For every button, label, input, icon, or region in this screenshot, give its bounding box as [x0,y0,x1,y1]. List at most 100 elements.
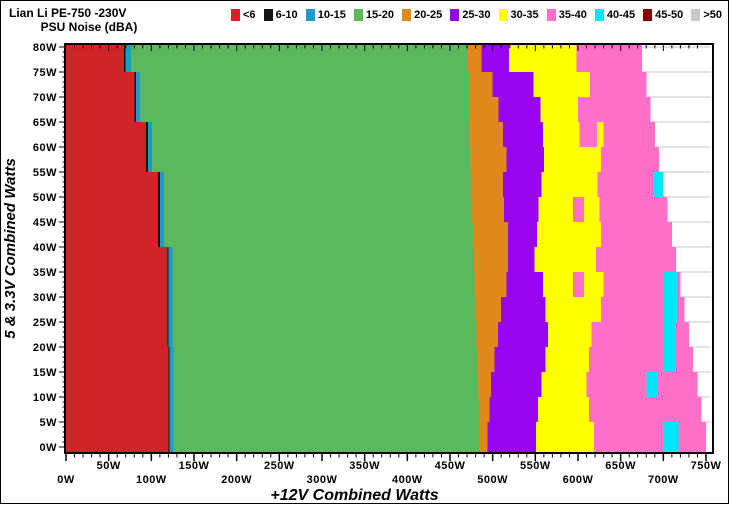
x-tick-label: 500W [477,474,508,486]
heat-row-red [66,322,168,347]
heat-patch-yellow [508,45,522,72]
y-tick-label: 5W [40,417,58,429]
heat-row-yellow [548,322,592,347]
y-tick-label: 15W [33,367,57,379]
heat-row-purple [508,247,535,272]
heat-patch-pink [572,197,584,222]
heat-row-green [173,347,478,372]
darkred-swatch-icon [643,9,653,21]
heat-row-blue [147,122,153,147]
heat-row-pink [576,45,642,72]
legend-label: >50 [703,9,722,21]
heat-row-red [66,247,168,272]
heat-row-red [66,72,135,97]
heat-row-pink [594,422,706,452]
heat-row-green [172,247,474,272]
heat-row-purple [508,222,538,247]
purple-swatch-icon [450,9,460,21]
y-tick-label: 45W [33,217,57,229]
heat-row-green [172,272,475,297]
orange-swatch-icon [402,9,412,21]
heat-row-orange [478,372,491,397]
y-tick-label: 70W [33,92,57,104]
heat-row-black [146,147,148,172]
heat-row-black [158,222,160,247]
legend-label: <6 [243,9,256,21]
heat-row-red [66,397,169,422]
y-tick-label: 55W [33,167,57,179]
legend-item: 30-35 [498,9,539,21]
heat-row-blue [169,347,174,372]
legend-item: <6 [231,9,256,21]
heat-row-blue [169,422,174,452]
heat-row-yellow [536,422,595,452]
heat-row-black [168,397,170,422]
heat-row-blue [169,372,174,397]
heat-row-orange [473,222,509,247]
legend-item: 25-30 [450,9,490,21]
y-tick-label: 65W [33,117,57,129]
heat-row-orange [475,297,502,322]
heat-row-green [173,397,480,422]
heat-patch-cyan [664,322,677,347]
heat-row-black [158,197,160,222]
heat-row-green [173,372,479,397]
heat-row-orange [468,72,493,97]
legend-item: 35-40 [546,9,587,21]
black-swatch-icon [263,9,273,21]
heat-row-orange [467,45,482,72]
y-tick-label: 20W [33,342,57,354]
heat-row-black [146,122,148,147]
heat-patch-pink [572,272,584,297]
heat-row-yellow [534,247,596,272]
heat-row-green [172,297,476,322]
heat-patch-cyan [664,347,677,372]
x-tick-label: 550W [520,460,551,472]
heat-row-purple [502,122,544,147]
x-tick-label: 200W [221,474,252,486]
heat-row-purple [490,372,542,397]
heat-row-yellow [520,45,577,72]
legend-item: 20-25 [402,9,442,21]
x-tick-label: 100W [136,474,167,486]
heat-row-pink [603,122,655,147]
heat-row-blue [125,45,131,72]
heat-row-orange [471,172,503,197]
heat-patch-cyan [664,272,677,297]
x-tick-label: 750W [691,460,722,472]
heat-row-purple [506,147,544,172]
heat-row-black [168,372,170,397]
heat-row-yellow [545,297,602,322]
heat-row-red [66,97,135,122]
heat-row-black [167,272,169,297]
heat-row-orange [477,347,495,372]
x-tick-label: 250W [264,460,295,472]
heat-row-blue [159,172,165,197]
heat-row-black [158,172,160,197]
legend-label: 35-40 [558,9,587,21]
heat-row-yellow [545,347,590,372]
heat-patch-pink [579,122,597,147]
heat-row-orange [479,422,488,452]
x-tick-label: 350W [349,460,380,472]
heat-patch-cyan [664,297,677,322]
x-tick-label: 0W [57,474,75,486]
heat-row-purple [494,347,546,372]
heat-row-orange [474,272,507,297]
x-tick-label: 700W [648,474,679,486]
heat-row-pink [589,397,702,422]
heat-row-orange [476,322,498,347]
heat-row-green [152,147,471,172]
heat-row-blue [159,222,165,247]
chart-subtitle: PSU Noise (dBA) [40,20,138,34]
heat-row-yellow [541,372,587,397]
x-tick-label: 300W [307,474,338,486]
heat-row-yellow [541,172,598,197]
y-tick-label: 10W [33,392,57,404]
red-swatch-icon [231,9,240,21]
heat-row-blue [135,97,141,122]
y-axis-title: 5 & 3.3V Combined Watts [2,158,19,339]
heat-row-pink [601,222,672,247]
gray-swatch-icon [691,9,701,21]
heat-row-green [140,72,469,97]
